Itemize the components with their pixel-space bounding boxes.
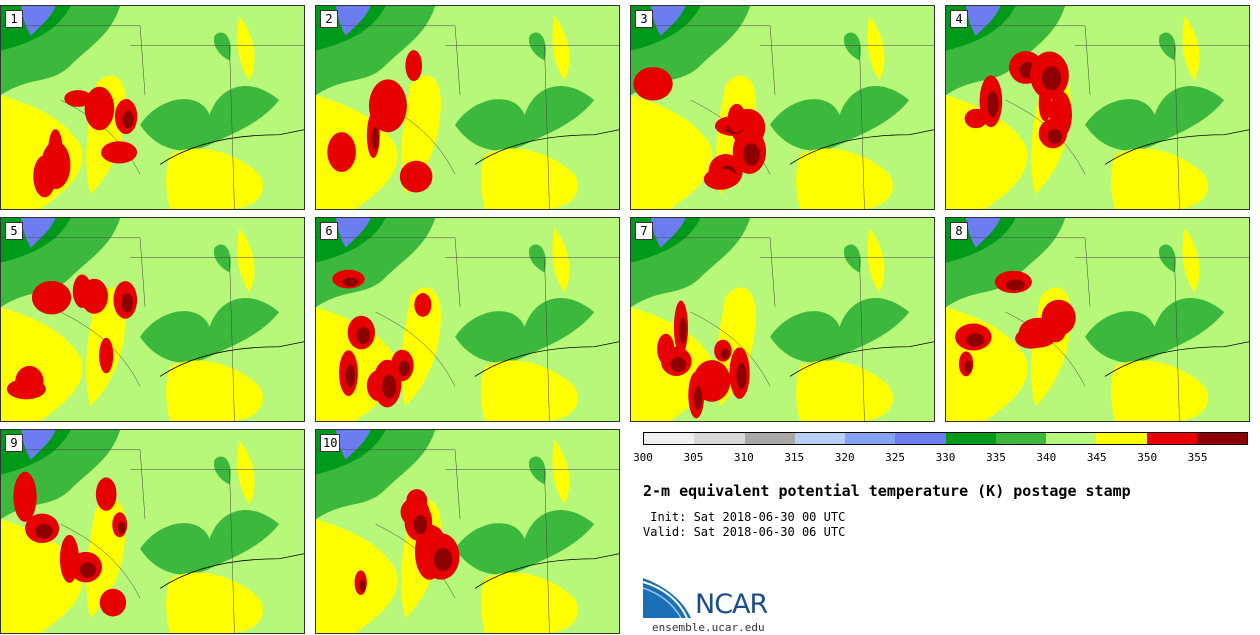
ncar-logo-text: NCAR <box>695 589 768 620</box>
panel-label: 6 <box>320 222 338 240</box>
colorbar-tick-label: 325 <box>885 451 906 464</box>
colorbar-tick-label: 350 <box>1137 451 1158 464</box>
colorbar-swatch <box>845 433 896 444</box>
map-panel: 10 <box>315 429 620 634</box>
map-panel: 5 <box>0 217 305 422</box>
colorbar-swatch <box>895 433 946 444</box>
colorbar-tick-label: 300 <box>633 451 653 464</box>
panel-label: 10 <box>320 434 341 452</box>
figure-title: 2-m equivalent potential temperature (K)… <box>643 482 1131 500</box>
colorbar-tick-label: 345 <box>1086 451 1107 464</box>
map-panel: 6 <box>315 217 620 422</box>
panel-label: 1 <box>5 10 23 28</box>
colorbar-swatch <box>1096 433 1147 444</box>
map-panel: 7 <box>630 217 935 422</box>
colorbar-tick-label: 355 <box>1187 451 1208 464</box>
colorbar-swatch <box>644 433 695 444</box>
panel-label: 3 <box>635 10 653 28</box>
colorbar-swatch <box>794 433 845 444</box>
colorbar-swatch <box>1046 433 1097 444</box>
colorbar <box>643 432 1248 445</box>
panel-label: 2 <box>320 10 338 28</box>
map-panel: 9 <box>0 429 305 634</box>
valid-time: Valid: Sat 2018-06-30 06 UTC <box>643 525 846 539</box>
map-panel: 1 <box>0 5 305 210</box>
init-time: Init: Sat 2018-06-30 00 UTC <box>643 510 846 524</box>
colorbar-swatch <box>694 433 745 444</box>
colorbar-tick-label: 310 <box>733 451 754 464</box>
colorbar-tick-label: 335 <box>985 451 1006 464</box>
map-panel: 4 <box>945 5 1250 210</box>
colorbar-tick-label: 320 <box>834 451 855 464</box>
colorbar-tick-label: 305 <box>683 451 704 464</box>
colorbar-tick-labels: 300 305 310 315 320 325 330 335 340 345 350 355 <box>633 451 1248 465</box>
colorbar-swatch <box>744 433 795 444</box>
colorbar-swatch <box>1146 433 1197 444</box>
colorbar-tick-label: 315 <box>784 451 805 464</box>
colorbar-swatch <box>1196 433 1247 444</box>
map-panel: 8 <box>945 217 1250 422</box>
colorbar-swatch <box>995 433 1046 444</box>
panel-label: 9 <box>5 434 23 452</box>
colorbar-tick-label: 330 <box>935 451 956 464</box>
panel-label: 7 <box>635 222 653 240</box>
panel-label: 8 <box>950 222 968 240</box>
colorbar-tick-label: 340 <box>1036 451 1057 464</box>
map-panel: 2 <box>315 5 620 210</box>
site-url: ensemble.ucar.edu <box>652 621 765 634</box>
panel-label: 5 <box>5 222 23 240</box>
colorbar-swatch <box>945 433 996 444</box>
ncar-logo-icon <box>643 578 691 619</box>
map-panel: 3 <box>630 5 935 210</box>
panel-label: 4 <box>950 10 968 28</box>
